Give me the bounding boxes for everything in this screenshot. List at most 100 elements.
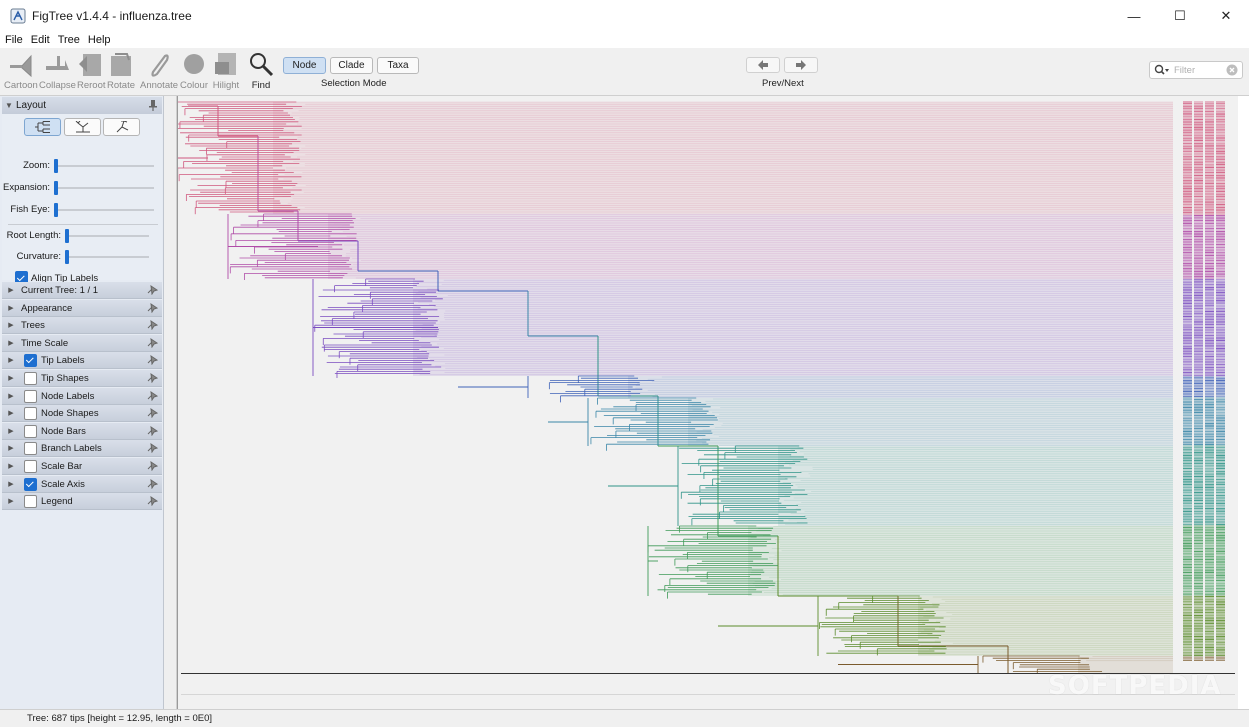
section-checkbox-wrap — [24, 459, 37, 473]
close-button[interactable]: ✕ — [1220, 8, 1232, 23]
mode-node-button[interactable]: Node — [283, 57, 326, 74]
node-shapes-checkbox[interactable] — [24, 406, 37, 420]
pin-icon[interactable] — [146, 443, 158, 453]
panel-splitter[interactable] — [164, 96, 180, 709]
reroot-button[interactable]: Reroot — [77, 50, 106, 91]
tip-shapes-checkbox[interactable] — [24, 371, 37, 385]
find-button[interactable]: Find — [247, 50, 275, 91]
clear-icon[interactable] — [1226, 64, 1238, 76]
clade-label-band — [413, 279, 1173, 376]
mode-taxa-button[interactable]: Taxa — [377, 57, 419, 74]
zoom-slider-row: Zoom: — [2, 158, 162, 174]
cartoon-button[interactable]: Cartoon — [4, 50, 38, 91]
rotate-label: Rotate — [107, 80, 135, 91]
pin-icon[interactable] — [146, 355, 158, 365]
section-tip-labels[interactable]: ▶ Tip Labels — [2, 352, 162, 369]
section-label: Tip Labels — [41, 354, 85, 366]
section-current-tree-1-1[interactable]: ▶ Current Tree: 1 / 1 — [2, 282, 162, 299]
filter-field[interactable] — [1149, 61, 1243, 79]
pin-icon[interactable] — [146, 461, 158, 471]
section-legend[interactable]: ▶ Legend — [2, 493, 162, 510]
align-tip-labels-label: Align Tip Labels — [31, 273, 99, 284]
expansion-slider-thumb[interactable] — [54, 181, 58, 195]
hilight-button[interactable]: Hilight — [212, 50, 240, 91]
colour-icon — [184, 54, 204, 74]
fisheye-label: Fish Eye: — [10, 204, 50, 215]
branch-labels-checkbox[interactable] — [24, 441, 37, 455]
hilight-label: Hilight — [212, 80, 240, 91]
pin-icon[interactable] — [146, 320, 158, 330]
collapsed-arrow-icon: ▶ — [8, 305, 14, 312]
pin-icon[interactable] — [146, 479, 158, 489]
polar-layout-button[interactable] — [64, 118, 101, 136]
annotate-button[interactable]: Annotate — [140, 50, 178, 91]
expansion-slider-track[interactable] — [54, 187, 154, 189]
section-tip-shapes[interactable]: ▶ Tip Shapes — [2, 370, 162, 387]
section-checkbox-wrap — [24, 441, 37, 455]
tip-labels-checkbox[interactable] — [24, 353, 37, 367]
pin-icon[interactable] — [146, 408, 158, 418]
curvature-slider-track[interactable] — [65, 256, 149, 258]
pin-icon[interactable] — [146, 391, 158, 401]
section-scale-bar[interactable]: ▶ Scale Bar — [2, 458, 162, 475]
scale-axis-checkbox[interactable] — [24, 477, 37, 491]
section-label: Node Labels — [41, 390, 95, 402]
prev-button[interactable] — [746, 57, 780, 73]
zoom-slider-thumb[interactable] — [54, 159, 58, 173]
pin-icon[interactable] — [149, 100, 157, 111]
colour-button[interactable]: Colour — [180, 50, 208, 91]
section-node-bars[interactable]: ▶ Node Bars — [2, 423, 162, 440]
pin-icon[interactable] — [146, 496, 158, 506]
root-length-slider-track[interactable] — [65, 235, 149, 237]
node-bars-checkbox[interactable] — [24, 424, 37, 438]
section-appearance[interactable]: ▶ Appearance — [2, 300, 162, 317]
fisheye-slider-track[interactable] — [54, 209, 154, 211]
layout-section-header[interactable]: ▼ Layout — [2, 97, 162, 114]
pin-icon[interactable] — [146, 373, 158, 383]
collapsed-arrow-icon: ▶ — [8, 428, 14, 435]
collapsed-arrow-icon: ▶ — [8, 340, 14, 347]
zoom-slider-track[interactable] — [54, 165, 154, 167]
curvature-slider-thumb[interactable] — [65, 250, 69, 264]
rectangular-layout-button[interactable] — [24, 118, 61, 136]
fisheye-slider-thumb[interactable] — [54, 203, 58, 217]
pin-icon[interactable] — [146, 338, 158, 348]
menu-tree[interactable]: Tree — [57, 34, 80, 46]
filter-input[interactable] — [1174, 64, 1224, 76]
pin-icon[interactable] — [146, 303, 158, 313]
section-node-shapes[interactable]: ▶ Node Shapes — [2, 405, 162, 422]
minimize-button[interactable]: — — [1127, 8, 1141, 24]
section-label: Node Shapes — [41, 407, 99, 419]
phylogenetic-tree[interactable] — [178, 96, 1239, 673]
rotate-button[interactable]: Rotate — [107, 50, 135, 91]
collapse-button[interactable]: Collapse — [39, 50, 76, 91]
section-branch-labels[interactable]: ▶ Branch Labels — [2, 440, 162, 457]
pin-icon[interactable] — [146, 285, 158, 295]
section-label: Node Bars — [41, 425, 86, 437]
rotate-icon — [111, 53, 131, 76]
section-label: Scale Axis — [41, 478, 85, 490]
layout-section-body: Zoom: Expansion: Fish Eye: Root Length: … — [2, 114, 162, 284]
root-length-slider-thumb[interactable] — [65, 229, 69, 243]
collapsed-arrow-icon: ▶ — [8, 410, 14, 417]
tree-canvas[interactable]: SOFTPEDIA — [177, 96, 1238, 709]
annotate-icon — [151, 54, 169, 77]
menu-help[interactable]: Help — [87, 34, 111, 46]
section-time-scale[interactable]: ▶ Time Scale — [2, 335, 162, 352]
pin-icon[interactable] — [146, 426, 158, 436]
mode-clade-button[interactable]: Clade — [330, 57, 373, 74]
watermark: SOFTPEDIA — [1048, 671, 1222, 701]
fisheye-slider-row: Fish Eye: — [2, 202, 162, 218]
section-node-labels[interactable]: ▶ Node Labels — [2, 388, 162, 405]
scale-bar-checkbox[interactable] — [24, 459, 37, 473]
next-button[interactable] — [784, 57, 818, 73]
menu-edit[interactable]: Edit — [30, 34, 50, 46]
maximize-button[interactable]: ☐ — [1174, 8, 1186, 23]
node-labels-checkbox[interactable] — [24, 389, 37, 403]
radial-layout-button[interactable] — [103, 118, 140, 136]
section-scale-axis[interactable]: ▶ Scale Axis — [2, 476, 162, 493]
figtree-app-icon — [10, 8, 26, 24]
legend-checkbox[interactable] — [24, 494, 37, 508]
section-trees[interactable]: ▶ Trees — [2, 317, 162, 334]
menu-file[interactable]: File — [5, 34, 23, 46]
